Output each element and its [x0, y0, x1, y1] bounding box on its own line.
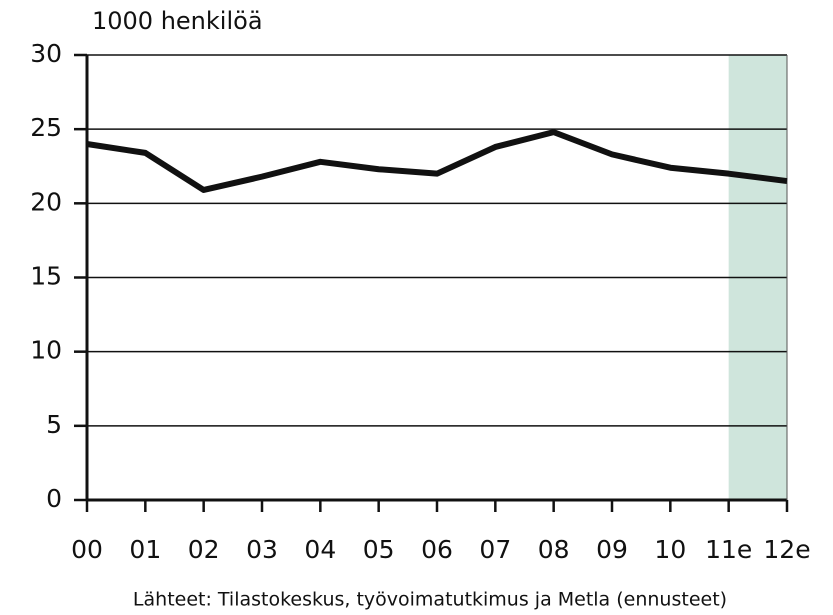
x-tick-label: 03 — [246, 535, 278, 564]
y-tick-label: 20 — [30, 187, 62, 216]
data-line — [86, 129, 788, 193]
x-tick-label: 02 — [188, 535, 220, 564]
x-tick-label: 09 — [596, 535, 628, 564]
x-tick-label: 04 — [304, 535, 336, 564]
y-tick-label: 25 — [30, 113, 62, 142]
x-tick-label: 07 — [479, 535, 511, 564]
x-tick-label: 01 — [129, 535, 161, 564]
chart-title: 1000 henkilöä — [92, 7, 263, 35]
x-tick-label: 11e — [705, 535, 752, 564]
y-tick-label: 15 — [30, 262, 62, 291]
source-note: Lähteet: Tilastokeskus, työvoimatutkimus… — [133, 589, 727, 611]
x-tick-label: 00 — [71, 535, 103, 564]
y-tick-label: 30 — [30, 39, 62, 68]
x-tick-label: 12e — [763, 535, 810, 564]
y-tick-label: 5 — [46, 410, 62, 439]
y-tick-label: 0 — [46, 484, 62, 513]
x-tick-label: 08 — [538, 535, 570, 564]
x-tick-label: 05 — [363, 535, 395, 564]
y-tick-label: 10 — [30, 336, 62, 365]
x-tick-label: 10 — [654, 535, 686, 564]
x-tick-label: 06 — [421, 535, 453, 564]
